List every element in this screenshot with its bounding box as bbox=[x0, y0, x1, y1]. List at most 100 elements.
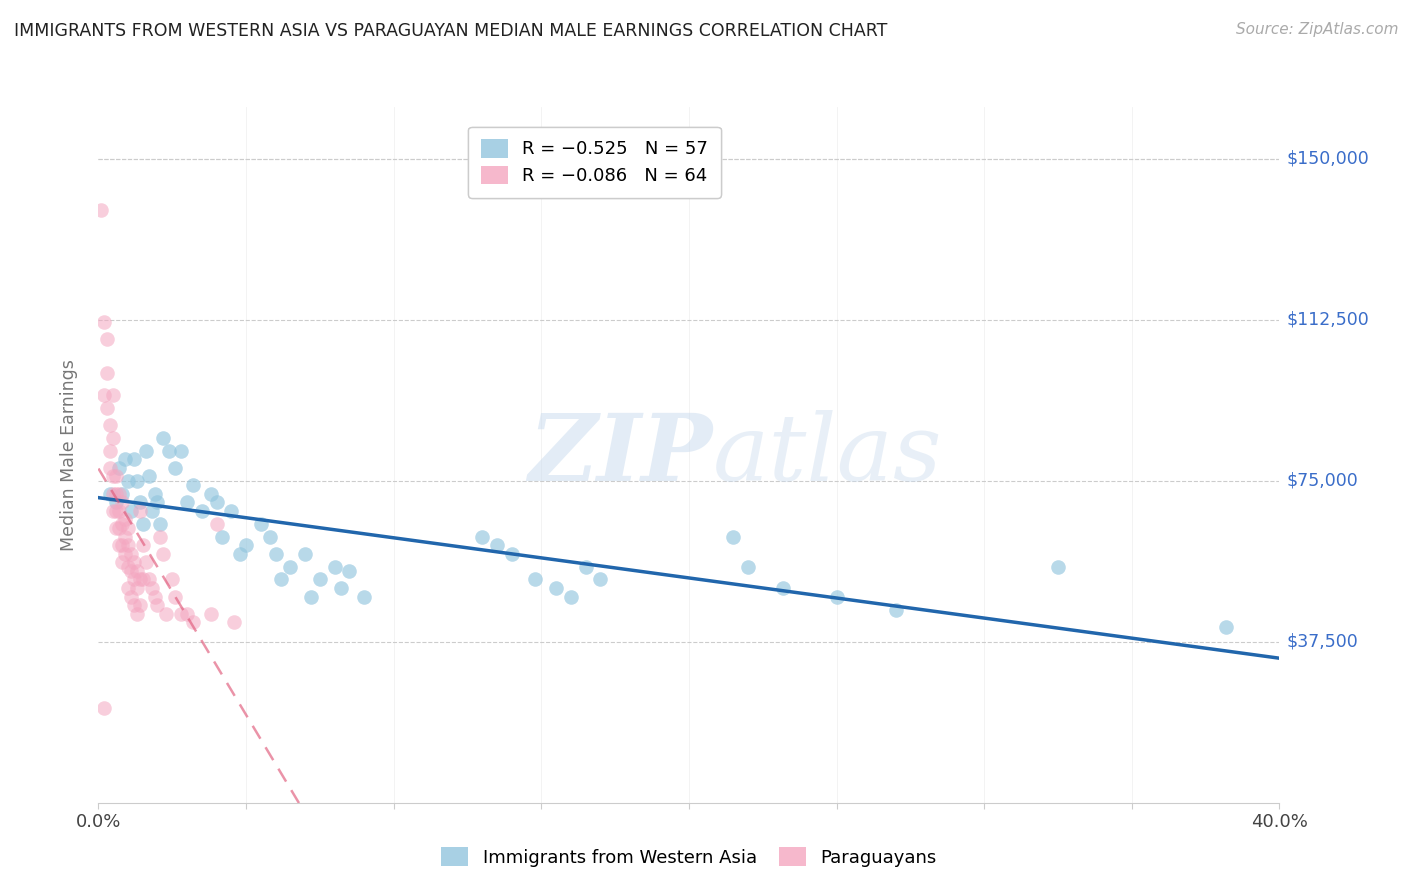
Point bbox=[278, 559, 302, 574]
Text: $112,500: $112,500 bbox=[1286, 310, 1369, 328]
Point bbox=[114, 512, 136, 526]
Point bbox=[329, 581, 352, 595]
Point bbox=[141, 581, 163, 595]
Point bbox=[103, 469, 125, 483]
Point bbox=[128, 495, 150, 509]
Point bbox=[117, 474, 139, 488]
Point bbox=[205, 495, 228, 509]
Point bbox=[200, 607, 222, 621]
Point bbox=[135, 443, 157, 458]
Y-axis label: Median Male Earnings: Median Male Earnings bbox=[59, 359, 77, 551]
Point bbox=[235, 538, 257, 552]
Point bbox=[721, 529, 744, 543]
Point bbox=[176, 607, 198, 621]
Text: $37,500: $37,500 bbox=[1286, 632, 1358, 651]
Point bbox=[170, 607, 193, 621]
Point bbox=[250, 516, 273, 531]
Point bbox=[120, 564, 142, 578]
Point bbox=[737, 559, 759, 574]
Point bbox=[162, 573, 183, 587]
Point bbox=[299, 590, 322, 604]
Legend: Immigrants from Western Asia, Paraguayans: Immigrants from Western Asia, Paraguayan… bbox=[434, 840, 943, 874]
Point bbox=[138, 469, 160, 483]
Point bbox=[114, 529, 136, 543]
Point bbox=[353, 590, 375, 604]
Point bbox=[501, 547, 523, 561]
Point bbox=[143, 590, 166, 604]
Point bbox=[93, 315, 115, 329]
Point bbox=[117, 581, 139, 595]
Point bbox=[224, 615, 246, 630]
Point bbox=[155, 607, 177, 621]
Point bbox=[132, 516, 155, 531]
Point bbox=[111, 486, 134, 500]
Text: Source: ZipAtlas.com: Source: ZipAtlas.com bbox=[1236, 22, 1399, 37]
Point bbox=[98, 486, 121, 500]
Point bbox=[120, 590, 142, 604]
Point bbox=[132, 573, 155, 587]
Point bbox=[108, 486, 131, 500]
Text: $150,000: $150,000 bbox=[1286, 150, 1369, 168]
Point bbox=[93, 701, 115, 715]
Point bbox=[117, 521, 139, 535]
Point bbox=[259, 529, 281, 543]
Point bbox=[200, 486, 222, 500]
Point bbox=[825, 590, 848, 604]
Point bbox=[165, 460, 187, 475]
Point bbox=[122, 555, 145, 569]
Point bbox=[337, 564, 360, 578]
Point bbox=[191, 504, 214, 518]
Point bbox=[152, 547, 174, 561]
Point bbox=[96, 401, 118, 415]
Point bbox=[105, 495, 128, 509]
Point bbox=[294, 547, 316, 561]
Point bbox=[146, 599, 169, 613]
Point bbox=[108, 460, 131, 475]
Text: $75,000: $75,000 bbox=[1286, 472, 1358, 490]
Point bbox=[93, 388, 115, 402]
Point bbox=[125, 607, 148, 621]
Point bbox=[122, 573, 145, 587]
Point bbox=[111, 495, 134, 509]
Point bbox=[117, 559, 139, 574]
Point bbox=[105, 521, 128, 535]
Point bbox=[125, 581, 148, 595]
Point bbox=[149, 516, 172, 531]
Point bbox=[323, 559, 346, 574]
Point bbox=[105, 504, 128, 518]
Point bbox=[884, 602, 907, 616]
Point bbox=[105, 486, 128, 500]
Point bbox=[108, 521, 131, 535]
Point bbox=[111, 538, 134, 552]
Point bbox=[149, 529, 172, 543]
Point bbox=[114, 452, 136, 467]
Point bbox=[125, 474, 148, 488]
Point bbox=[98, 417, 121, 432]
Point bbox=[105, 469, 128, 483]
Point bbox=[111, 516, 134, 531]
Point bbox=[264, 547, 287, 561]
Point bbox=[103, 431, 125, 445]
Point bbox=[152, 431, 174, 445]
Point bbox=[96, 367, 118, 381]
Point bbox=[1046, 559, 1069, 574]
Text: atlas: atlas bbox=[713, 410, 942, 500]
Point bbox=[98, 460, 121, 475]
Point bbox=[772, 581, 794, 595]
Point bbox=[524, 573, 547, 587]
Point bbox=[108, 504, 131, 518]
Point bbox=[98, 443, 121, 458]
Point bbox=[111, 555, 134, 569]
Point bbox=[135, 555, 157, 569]
Point bbox=[211, 529, 233, 543]
Point bbox=[141, 504, 163, 518]
Point bbox=[132, 538, 155, 552]
Point bbox=[122, 599, 145, 613]
Point bbox=[103, 486, 125, 500]
Point bbox=[96, 332, 118, 346]
Point bbox=[219, 504, 242, 518]
Point bbox=[103, 388, 125, 402]
Point bbox=[122, 452, 145, 467]
Point bbox=[181, 615, 204, 630]
Point bbox=[108, 538, 131, 552]
